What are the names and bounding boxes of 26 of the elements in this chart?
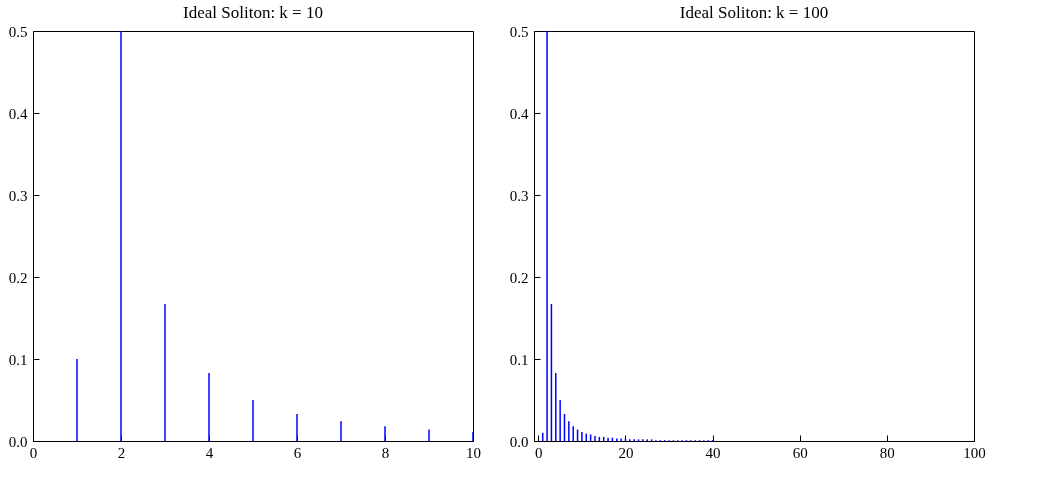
x-tick-label: 100 <box>963 444 986 461</box>
x-tick-label: 80 <box>879 444 895 461</box>
y-tick-label: 0.3 <box>509 187 529 204</box>
y-tick-label: 0.0 <box>8 433 28 450</box>
chart-title: Ideal Soliton: k = 100 <box>679 3 829 22</box>
y-tick-label: 0.1 <box>509 351 529 368</box>
y-tick-label: 0.2 <box>509 269 529 286</box>
chart-title: Ideal Soliton: k = 10 <box>183 3 323 22</box>
y-tick-label: 0.1 <box>8 351 28 368</box>
y-tick-label: 0.4 <box>8 105 28 122</box>
y-tick-label: 0.0 <box>509 433 529 450</box>
y-tick-label: 0.5 <box>8 23 28 40</box>
x-tick-label: 2 <box>117 444 126 461</box>
x-tick-label: 10 <box>466 444 481 461</box>
x-tick-label: 8 <box>381 444 390 461</box>
x-tick-label: 6 <box>293 444 302 461</box>
y-tick-label: 0.4 <box>509 105 529 122</box>
x-tick-label: 0 <box>535 444 543 461</box>
x-tick-label: 40 <box>705 444 721 461</box>
x-tick-label: 4 <box>205 444 214 461</box>
x-tick-label: 20 <box>618 444 634 461</box>
y-tick-label: 0.5 <box>509 23 529 40</box>
x-tick-label: 0 <box>29 444 38 461</box>
y-tick-label: 0.3 <box>8 187 28 204</box>
y-tick-label: 0.2 <box>8 269 28 286</box>
x-tick-label: 60 <box>792 444 808 461</box>
